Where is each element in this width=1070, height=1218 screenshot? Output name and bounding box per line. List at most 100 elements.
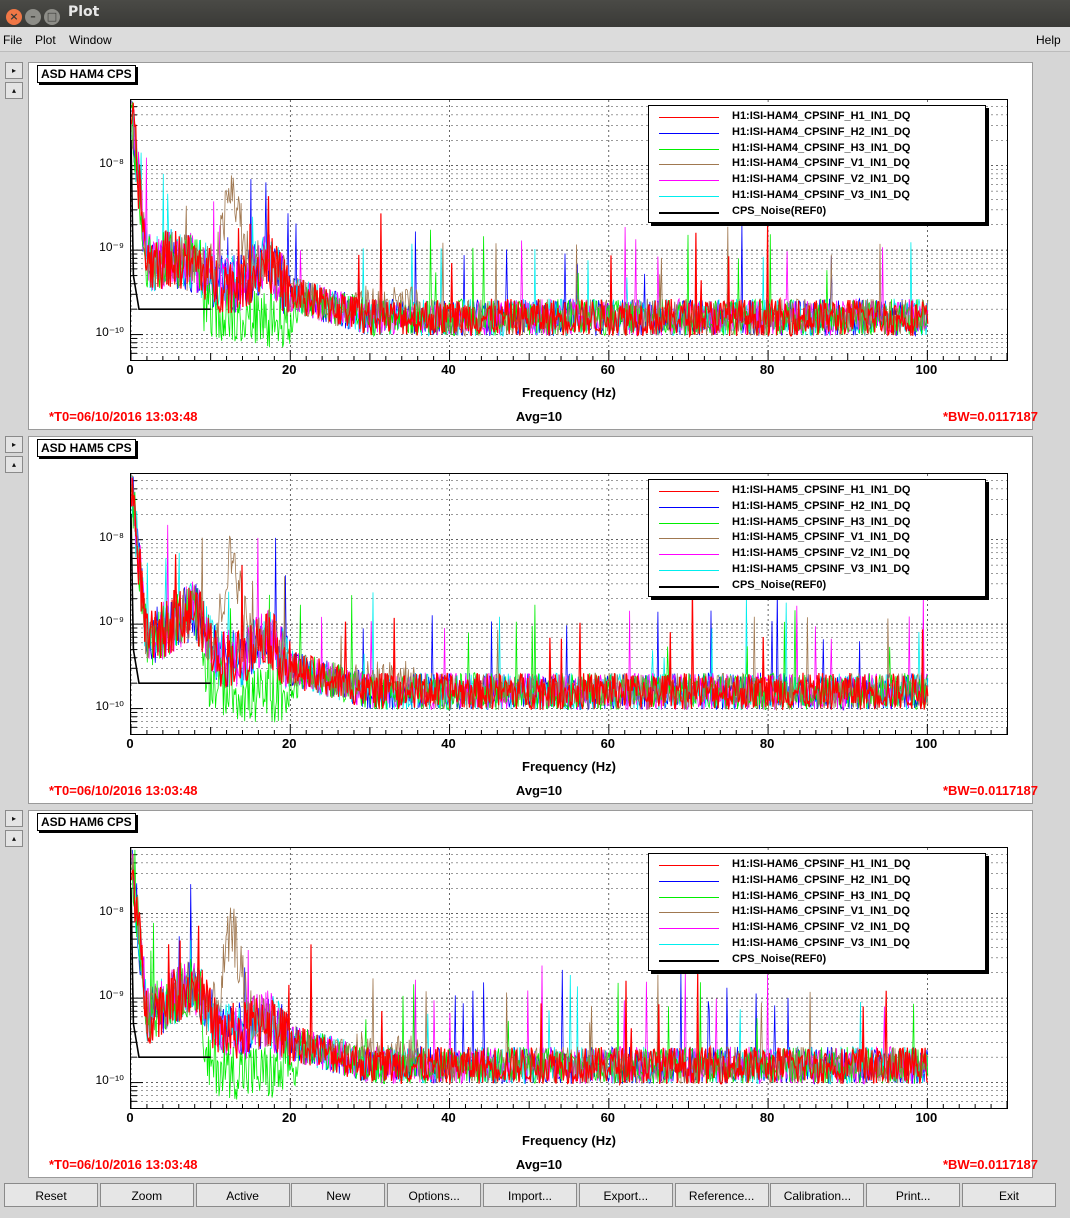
panel-expand-button[interactable]: ▸	[5, 436, 23, 453]
legend-swatch	[659, 928, 719, 930]
legend-entry: H1:ISI-HAM4_CPSINF_H2_IN1_DQ	[649, 126, 985, 141]
bottom-toolbar: Reset Zoom Active New Options... Import... Exp…	[0, 1181, 1070, 1218]
legend-swatch	[659, 164, 719, 166]
y-tick-label: 10⁻⁸	[99, 155, 124, 170]
x-axis-label: Frequency (Hz)	[522, 1133, 616, 1148]
x-tick-label: 60	[600, 736, 616, 751]
new-button[interactable]: New	[291, 1183, 386, 1207]
legend-entry: H1:ISI-HAM6_CPSINF_V3_IN1_DQ	[649, 937, 985, 952]
legend-swatch	[659, 196, 719, 197]
legend-label: CPS_Noise(REF0)	[732, 204, 827, 217]
legend-entry: H1:ISI-HAM5_CPSINF_H1_IN1_DQ	[649, 484, 985, 499]
x-tick-label: 80	[759, 362, 775, 377]
legend-swatch	[659, 585, 719, 588]
legend-label: H1:ISI-HAM4_CPSINF_H1_IN1_DQ	[732, 110, 911, 122]
panel-collapse-button[interactable]: ▴	[5, 830, 23, 847]
x-tick-label: 40	[441, 1110, 456, 1125]
menu-window[interactable]: Window	[69, 33, 112, 47]
legend-swatch	[659, 554, 719, 556]
import-button[interactable]: Import...	[483, 1183, 577, 1207]
plot-pad[interactable]: ASD HAM5 CPSMagnitude [m/rtHz] (*)10⁻⁸10…	[28, 436, 1038, 804]
legend-swatch	[659, 522, 719, 524]
legend-entry: H1:ISI-HAM6_CPSINF_H3_IN1_DQ	[649, 890, 985, 905]
legend-label: H1:ISI-HAM5_CPSINF_H3_IN1_DQ	[732, 515, 911, 528]
legend-entry: H1:ISI-HAM6_CPSINF_V2_IN1_DQ	[649, 921, 985, 936]
print-button[interactable]: Print...	[866, 1183, 961, 1207]
legend-swatch	[659, 896, 719, 898]
avg-label: Avg=10	[515, 783, 563, 798]
bw-label: *BW=0.0117187	[942, 1157, 1038, 1172]
panel-expand-button[interactable]: ▸	[5, 62, 23, 79]
maximize-icon[interactable]: □	[44, 9, 60, 25]
menu-help[interactable]: Help	[1036, 33, 1061, 47]
bw-label: *BW=0.0117187	[942, 409, 1038, 424]
legend-label: H1:ISI-HAM6_CPSINF_V1_IN1_DQ	[732, 905, 910, 918]
legend-entry: H1:ISI-HAM5_CPSINF_H2_IN1_DQ	[649, 500, 985, 515]
legend-swatch	[659, 865, 719, 866]
menu-plot[interactable]: Plot	[35, 33, 56, 47]
calibration-button[interactable]: Calibration...	[770, 1183, 865, 1207]
legend-swatch	[659, 132, 719, 134]
x-tick-label: 80	[759, 736, 775, 751]
legend-entry: H1:ISI-HAM5_CPSINF_V3_IN1_DQ	[649, 563, 985, 578]
panel-expand-button[interactable]: ▸	[5, 810, 23, 827]
legend-label: H1:ISI-HAM5_CPSINF_V3_IN1_DQ	[732, 563, 910, 575]
series-ref0-line	[131, 140, 211, 310]
series-v3-line	[131, 475, 929, 710]
legend-swatch	[659, 880, 719, 882]
menu-file[interactable]: File	[3, 33, 23, 47]
plot-title: ASD HAM4 CPS	[37, 65, 136, 83]
legend-entry: H1:ISI-HAM4_CPSINF_H1_IN1_DQ	[649, 110, 985, 125]
close-icon[interactable]: ×	[6, 9, 22, 25]
t0-label: *T0=06/10/2016 13:03:48	[49, 1157, 198, 1172]
series-v1-line	[131, 849, 929, 1085]
menu-bar: File Plot Window Help	[0, 27, 1070, 52]
y-tick-label: 10⁻⁸	[99, 903, 124, 918]
legend-label: H1:ISI-HAM6_CPSINF_V2_IN1_DQ	[732, 921, 910, 934]
minimize-icon[interactable]: –	[25, 9, 41, 25]
legend-swatch	[659, 570, 719, 571]
reset-button[interactable]: Reset	[4, 1183, 98, 1207]
zoom-button[interactable]: Zoom	[99, 1183, 194, 1207]
y-tick-label: 10⁻⁹	[99, 988, 124, 1003]
legend-label: H1:ISI-HAM4_CPSINF_V3_IN1_DQ	[732, 189, 910, 201]
legend-entry: H1:ISI-HAM4_CPSINF_V1_IN1_DQ	[649, 157, 985, 172]
legend-entry: H1:ISI-HAM6_CPSINF_H2_IN1_DQ	[649, 874, 985, 889]
x-axis-label: Frequency (Hz)	[522, 385, 616, 400]
legend-swatch	[659, 538, 719, 540]
x-tick-label: 0	[126, 362, 134, 377]
x-tick-label: 60	[600, 362, 616, 377]
legend-label: H1:ISI-HAM5_CPSINF_H1_IN1_DQ	[732, 484, 911, 496]
t0-label: *T0=06/10/2016 13:03:48	[49, 409, 198, 424]
y-tick-label: 10⁻⁹	[99, 614, 124, 629]
y-tick-label: 10⁻⁹	[99, 240, 124, 255]
options-button[interactable]: Options...	[387, 1183, 482, 1207]
legend-entry: CPS_Noise(REF0)	[649, 953, 985, 968]
exit-button[interactable]: Exit	[962, 1183, 1056, 1207]
legend: H1:ISI-HAM6_CPSINF_H1_IN1_DQ H1:ISI-HAM6_…	[648, 853, 986, 971]
panel-collapse-button[interactable]: ▴	[5, 82, 23, 99]
series-h1-line	[131, 869, 929, 1087]
legend-label: H1:ISI-HAM5_CPSINF_V1_IN1_DQ	[732, 531, 910, 544]
x-tick-label: 20	[282, 1110, 297, 1125]
plot-pad[interactable]: ASD HAM6 CPSMagnitude [m/rtHz] (*)10⁻⁸10…	[28, 810, 1038, 1178]
x-tick-label: 100	[915, 362, 938, 377]
x-tick-label: 80	[759, 1110, 775, 1125]
legend-label: H1:ISI-HAM4_CPSINF_V1_IN1_DQ	[732, 157, 910, 170]
x-tick-label: 60	[600, 1110, 616, 1125]
plot-pad[interactable]: ASD HAM4 CPSMagnitude [m/rtHz] (*)10⁻⁸10…	[28, 62, 1038, 430]
legend-label: CPS_Noise(REF0)	[732, 952, 827, 965]
x-tick-label: 20	[282, 736, 297, 751]
legend-entry: H1:ISI-HAM4_CPSINF_V3_IN1_DQ	[649, 189, 985, 204]
panel-collapse-button[interactable]: ▴	[5, 456, 23, 473]
legend-swatch	[659, 506, 719, 508]
legend: H1:ISI-HAM5_CPSINF_H1_IN1_DQ H1:ISI-HAM5_…	[648, 479, 986, 597]
window-title: Plot	[68, 4, 100, 20]
legend-label: H1:ISI-HAM4_CPSINF_V2_IN1_DQ	[732, 173, 910, 186]
x-axis-label: Frequency (Hz)	[522, 759, 616, 774]
series-h1-line	[131, 102, 929, 339]
legend-swatch	[659, 211, 719, 214]
reference-button[interactable]: Reference...	[674, 1183, 769, 1207]
active-button[interactable]: Active	[195, 1183, 290, 1207]
export-button[interactable]: Export...	[578, 1183, 673, 1207]
